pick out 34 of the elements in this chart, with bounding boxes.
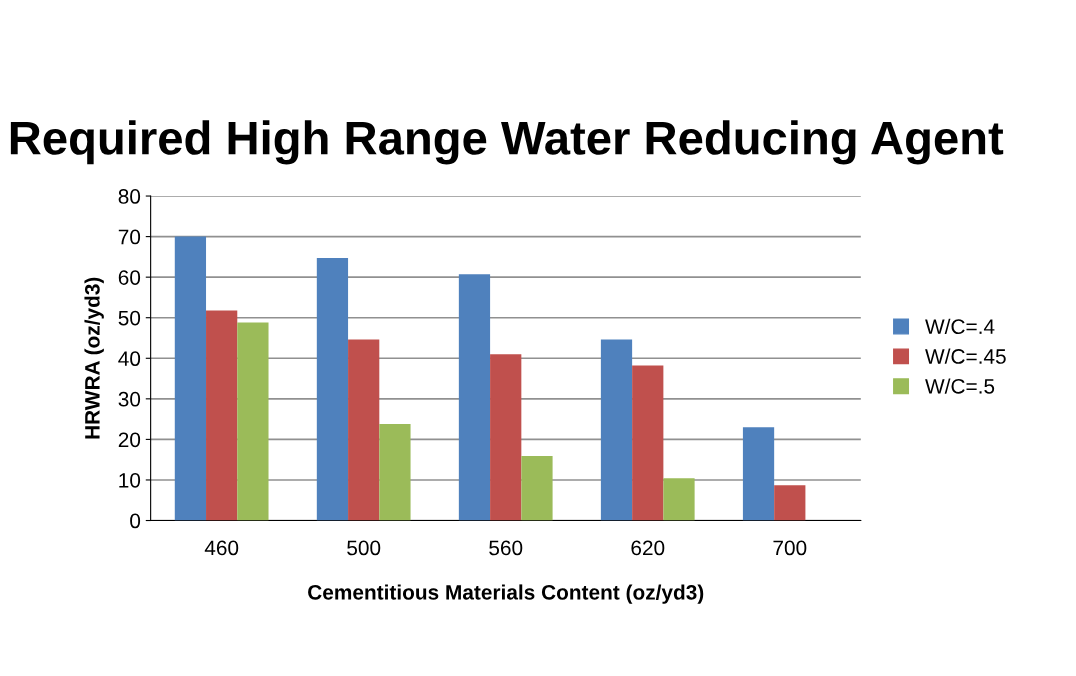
x-tick-label: 460	[204, 540, 239, 556]
bar	[632, 365, 664, 521]
x-tick-label: 700	[773, 540, 807, 556]
bar	[774, 485, 806, 521]
bar	[742, 427, 775, 521]
x-tick-label: 560	[489, 540, 523, 556]
y-tick-label: 10	[119, 472, 141, 488]
bar	[458, 274, 491, 521]
y-tick-label: 60	[118, 270, 141, 285]
y-tick-label: 80	[118, 189, 141, 204]
chart-title: Required High Range Water Reducing Agent	[10, 120, 1004, 165]
y-tick-label: 30	[118, 391, 141, 407]
x-tick-label: 620	[631, 540, 665, 556]
y-tick-label: 0	[130, 513, 141, 529]
bar	[600, 339, 633, 521]
bar	[521, 456, 553, 521]
legend-label: W/C=.45	[925, 348, 1006, 364]
bar	[206, 310, 238, 521]
y-tick-label: 70	[118, 229, 141, 245]
y-tick-label: 50	[118, 310, 141, 326]
bar	[237, 322, 269, 521]
bar	[316, 258, 349, 521]
bar	[174, 236, 207, 521]
legend-label: W/C=.4	[925, 318, 995, 335]
y-tick-label: 20	[118, 432, 141, 448]
bar	[490, 354, 522, 521]
bar	[379, 423, 411, 521]
bar	[663, 478, 695, 521]
bar	[348, 339, 380, 521]
y-tick-label: 40	[118, 351, 141, 367]
y-axis-title: HRWRA (oz/yd3)	[84, 277, 104, 439]
x-tick-label: 500	[347, 540, 381, 556]
legend-label: W/C=.5	[925, 378, 995, 394]
x-axis-title: Cementitious Materials Content (oz/yd3)	[308, 584, 704, 604]
